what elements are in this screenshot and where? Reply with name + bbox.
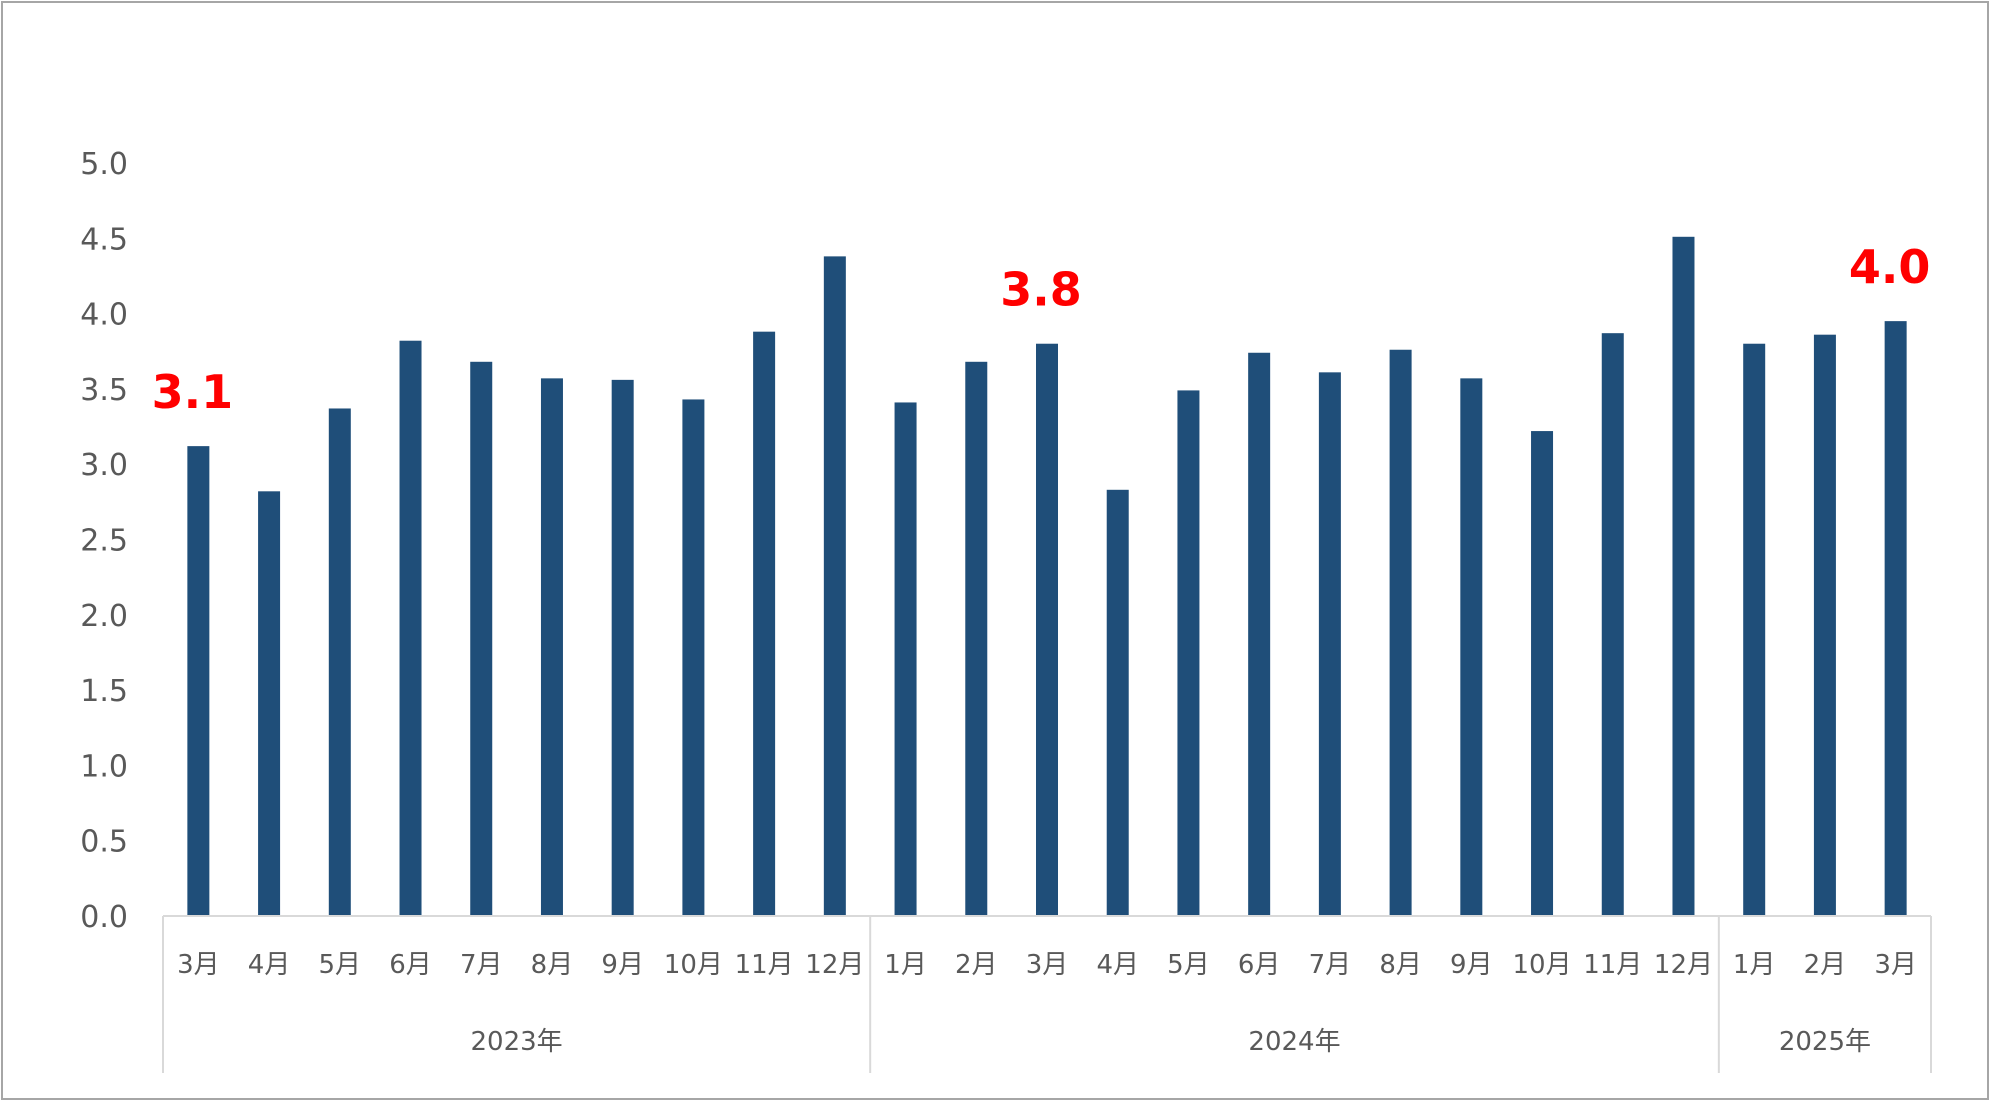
y-tick-label: 5.0 xyxy=(80,147,128,182)
x-tick-label: 1月 xyxy=(1733,950,1776,980)
bar xyxy=(399,340,422,916)
bars xyxy=(187,236,1907,917)
y-tick-label: 1.5 xyxy=(80,674,128,709)
x-tick-label: 1月 xyxy=(884,950,927,980)
bar xyxy=(1318,372,1341,917)
x-tick-label: 5月 xyxy=(1167,950,1210,980)
y-tick-label: 0.0 xyxy=(80,900,128,935)
x-tick-label: 6月 xyxy=(389,950,432,980)
year-group-label: 2023年 xyxy=(471,1027,563,1057)
bar xyxy=(328,408,351,916)
bar xyxy=(1813,334,1836,917)
x-tick-label: 7月 xyxy=(1309,950,1352,980)
x-tick-label: 4月 xyxy=(1096,950,1139,980)
data-annotation: 4.0 xyxy=(1849,240,1931,294)
bar-chart: 0.0 0.5 1.0 1.5 2.0 2.5 3.0 3.5 4.0 4.5 5.0 3月 4月 5月… xyxy=(80,147,1932,1073)
bar xyxy=(1389,349,1412,916)
x-tick-label: 2月 xyxy=(1804,950,1847,980)
category-labels: 3月 4月 5月 6月 7月 8月 9月 10月 11月 12月 1月 2月 3月 4月 5月 6月 7月 8月 9… xyxy=(177,950,1917,980)
bar xyxy=(540,378,563,916)
x-tick-label: 4月 xyxy=(248,950,291,980)
x-tick-label: 12月 xyxy=(805,950,864,980)
bar xyxy=(611,379,634,916)
bar xyxy=(1036,343,1058,917)
x-tick-label: 12月 xyxy=(1654,950,1713,980)
y-tick-label: 3.5 xyxy=(80,373,128,408)
year-group-label: 2025年 xyxy=(1779,1027,1871,1057)
y-tick-label: 1.0 xyxy=(80,749,128,784)
x-tick-label: 7月 xyxy=(460,950,503,980)
x-tick-label: 9月 xyxy=(1450,950,1493,980)
bar xyxy=(470,361,493,916)
bar xyxy=(753,331,776,916)
y-tick-label: 4.0 xyxy=(80,298,128,333)
bar xyxy=(1743,343,1766,917)
x-tick-label: 11月 xyxy=(1583,950,1642,980)
x-tick-label: 5月 xyxy=(319,950,362,980)
x-tick-label: 2月 xyxy=(955,950,998,980)
bar xyxy=(1460,378,1483,916)
x-tick-label: 8月 xyxy=(531,950,574,980)
y-tick-label: 0.5 xyxy=(80,825,128,860)
x-tick-label: 3月 xyxy=(177,950,220,980)
bar xyxy=(894,402,917,917)
bar xyxy=(258,491,281,916)
year-group-label: 2024年 xyxy=(1248,1027,1340,1057)
y-tick-label: 3.0 xyxy=(80,448,128,483)
bar xyxy=(1884,321,1907,916)
bar xyxy=(1177,390,1200,916)
x-tick-label: 8月 xyxy=(1379,950,1422,980)
x-tick-label: 6月 xyxy=(1238,950,1281,980)
x-tick-label: 10月 xyxy=(664,950,723,980)
x-tick-label: 3月 xyxy=(1026,950,1069,980)
annotations: 3.1 3.8 4.0 xyxy=(152,240,1931,419)
bar xyxy=(187,446,210,916)
y-tick-label: 2.0 xyxy=(80,599,128,634)
x-tick-label: 9月 xyxy=(601,950,644,980)
year-labels: 2023年 2024年 2025年 xyxy=(471,1027,1871,1057)
bar xyxy=(682,399,705,916)
x-tick-label: 3月 xyxy=(1874,950,1917,980)
bar xyxy=(1106,489,1129,916)
data-annotation: 3.8 xyxy=(1000,263,1082,317)
y-tick-label: 2.5 xyxy=(80,524,128,559)
bar xyxy=(823,256,846,916)
bar xyxy=(1248,352,1271,917)
bar xyxy=(1531,431,1554,916)
x-tick-label: 11月 xyxy=(735,950,794,980)
bar xyxy=(1601,333,1624,917)
y-tick-label: 4.5 xyxy=(80,222,128,257)
bar xyxy=(1672,236,1695,916)
x-tick-label: 10月 xyxy=(1512,950,1571,980)
y-axis-ticks: 0.0 0.5 1.0 1.5 2.0 2.5 3.0 3.5 4.0 4.5 5.0 xyxy=(80,147,128,935)
bar xyxy=(965,361,988,916)
data-annotation: 3.1 xyxy=(152,365,234,419)
x-axis xyxy=(162,915,1932,1073)
